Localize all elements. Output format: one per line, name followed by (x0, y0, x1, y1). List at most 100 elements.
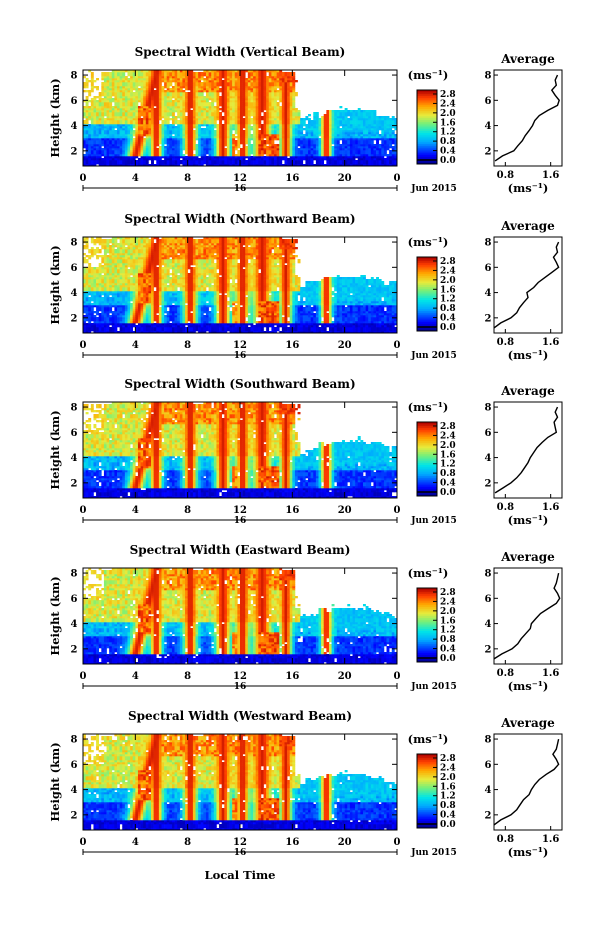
heatmap-cell (175, 160, 178, 162)
heatmap-cell (203, 136, 206, 138)
heatmap-cell (146, 122, 149, 124)
heatmap-cell (253, 126, 256, 128)
heatmap-cell (206, 82, 209, 84)
heatmap-cell (130, 106, 133, 108)
heatmap-cell (264, 130, 267, 132)
heatmap-cell (230, 94, 233, 96)
heatmap-cell (201, 112, 204, 114)
heatmap-cell (159, 158, 162, 160)
heatmap-cell (196, 150, 199, 152)
heatmap-cell (86, 154, 89, 156)
heatmap-cell (114, 134, 117, 136)
heatmap-cell (232, 142, 235, 144)
heatmap-cell (227, 148, 230, 150)
heatmap-cell (159, 152, 162, 154)
heatmap-cell (146, 130, 149, 132)
heatmap-cell (112, 118, 115, 120)
heatmap-cell (248, 114, 251, 116)
heatmap-cell (127, 146, 130, 148)
heatmap-cell (258, 152, 261, 154)
heatmap-cell (261, 102, 264, 104)
heatmap-cell (282, 84, 285, 86)
heatmap-cell (188, 104, 191, 106)
heatmap-cell (235, 160, 238, 162)
heatmap-cell (282, 146, 285, 148)
heatmap-cell (109, 142, 112, 144)
heatmap-cell (250, 94, 253, 96)
heatmap-cell (114, 130, 117, 132)
heatmap-cell (172, 96, 175, 98)
heatmap-cell (253, 132, 256, 134)
heatmap-cell (164, 104, 167, 106)
heatmap-cell (172, 120, 175, 122)
heatmap-cell (282, 126, 285, 128)
heatmap-cell (138, 150, 141, 152)
heatmap-cell (190, 144, 193, 146)
heatmap-cell (248, 148, 251, 150)
heatmap-cell (107, 110, 110, 112)
heatmap-cell (190, 114, 193, 116)
heatmap-cell (232, 140, 235, 142)
heatmap-cell (182, 132, 185, 134)
heatmap-cell (120, 90, 123, 92)
heatmap-cell (109, 126, 112, 128)
heatmap-cell (230, 72, 233, 74)
heatmap-cell (196, 104, 199, 106)
heatmap-cell (232, 96, 235, 98)
heatmap-cell (240, 150, 243, 152)
heatmap-cell (133, 122, 136, 124)
heatmap-cell (122, 132, 125, 134)
heatmap-cell (277, 78, 280, 80)
heatmap-cell (172, 156, 175, 158)
heatmap-cell (122, 120, 125, 122)
heatmap-cell (258, 82, 261, 84)
heatmap-cell (240, 104, 243, 106)
heatmap-cell (235, 110, 238, 112)
heatmap-cell (188, 146, 191, 148)
heatmap-cell (169, 146, 172, 148)
heatmap-cell (151, 152, 154, 154)
heatmap-cell (237, 122, 240, 124)
heatmap-cell (91, 112, 94, 114)
heatmap-cell (112, 90, 115, 92)
heatmap-cell (169, 88, 172, 90)
heatmap-cell (156, 142, 159, 144)
heatmap-cell (154, 122, 157, 124)
heatmap-cell (269, 108, 272, 110)
heatmap-cell (101, 102, 104, 104)
heatmap-cell (86, 114, 89, 116)
heatmap-cell (203, 122, 206, 124)
heatmap-cell (141, 112, 144, 114)
heatmap-cell (243, 150, 246, 152)
heatmap-cell (99, 154, 102, 156)
heatmap-cell (148, 80, 151, 82)
heatmap-cell (120, 160, 123, 162)
heatmap-cell (266, 86, 269, 88)
heatmap-cell (133, 104, 136, 106)
heatmap-cell (227, 144, 230, 146)
heatmap-cell (196, 106, 199, 108)
heatmap-cell (271, 108, 274, 110)
heatmap-cell (86, 152, 89, 154)
heatmap-cell (209, 134, 212, 136)
heatmap-cell (279, 154, 282, 156)
heatmap-cell (206, 108, 209, 110)
heatmap-cell (125, 76, 128, 78)
heatmap-cell (230, 100, 233, 102)
heatmap-cell (266, 162, 269, 164)
heatmap-cell (279, 88, 282, 90)
heatmap-cell (253, 86, 256, 88)
heatmap-cell (271, 138, 274, 140)
heatmap-cell (117, 86, 120, 88)
heatmap-cell (253, 80, 256, 82)
heatmap-cell (224, 110, 227, 112)
heatmap-cell (104, 158, 107, 160)
heatmap-cell (250, 138, 253, 140)
heatmap-cell (203, 134, 206, 136)
heatmap-cell (256, 154, 259, 156)
heatmap-cell (256, 146, 259, 148)
heatmap-cell (201, 86, 204, 88)
heatmap-cell (266, 82, 269, 84)
heatmap-cell (271, 148, 274, 150)
heatmap-cell (240, 112, 243, 114)
